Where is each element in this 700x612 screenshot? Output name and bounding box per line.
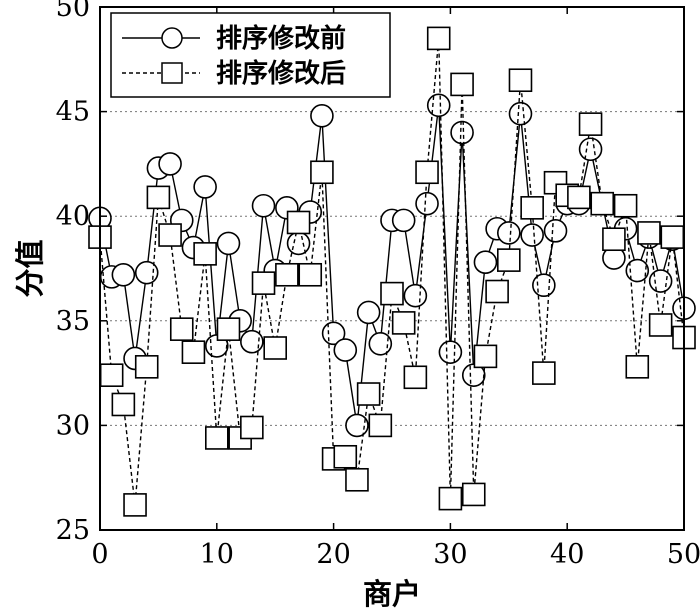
series-before [88, 93, 696, 438]
data-point-square [508, 68, 533, 93]
data-point-square [496, 248, 521, 272]
legend-marker-square [161, 62, 183, 84]
y-tick-label: 25 [56, 515, 90, 546]
y-axis-label: 分值 [13, 239, 47, 297]
data-point-circle [193, 175, 217, 199]
data-point-square [251, 271, 276, 295]
data-point-square [158, 223, 182, 247]
data-point-square [356, 382, 381, 406]
data-point-square [181, 340, 206, 364]
data-point-square [333, 444, 358, 469]
data-point-square [567, 185, 591, 210]
data-point-circle [111, 262, 136, 287]
data-point-circle [426, 93, 451, 118]
data-point-circle [578, 137, 603, 162]
data-point-circle [345, 413, 369, 438]
data-point-circle [368, 332, 393, 356]
data-point-square [426, 26, 451, 51]
data-point-square [310, 160, 334, 185]
data-point-square [169, 317, 194, 341]
data-point-circle [648, 269, 673, 293]
data-point-circle [532, 273, 556, 298]
x-tick-label: 10 [200, 539, 234, 570]
legend-box [110, 12, 391, 98]
data-point-circle [240, 329, 264, 354]
data-point-circle [310, 103, 334, 128]
data-point-circle [473, 250, 498, 275]
data-point-circle [403, 283, 428, 308]
series-line [99, 38, 685, 505]
y-tick-label: 40 [56, 201, 90, 232]
data-point-square [298, 262, 323, 287]
data-point-square [134, 355, 159, 379]
data-point-square [240, 415, 264, 440]
legend-marker-circle [161, 27, 183, 49]
data-point-circle [438, 340, 463, 364]
data-point-circle [333, 338, 358, 362]
x-tick-label: 0 [91, 539, 108, 570]
data-point-square [415, 160, 439, 185]
legend: 排序修改前 排序修改后 [110, 12, 391, 98]
data-point-square [625, 355, 650, 379]
data-point-circle [251, 193, 276, 218]
data-point-square [146, 185, 171, 210]
y-tick-label: 45 [56, 97, 90, 128]
data-point-square [450, 72, 474, 97]
legend-label-after: 排序修改后 [216, 58, 346, 89]
data-point-circle [520, 223, 544, 247]
data-point-square [461, 482, 486, 507]
data-point-square [613, 193, 638, 218]
data-point-square [438, 486, 463, 511]
data-point-circle [356, 300, 381, 325]
data-point-circle [216, 231, 241, 256]
data-point-circle [158, 152, 182, 176]
data-point-square [485, 279, 509, 304]
legend-label-before: 排序修改前 [216, 23, 346, 54]
data-point-square [99, 363, 124, 387]
series-after [88, 26, 696, 517]
y-tick-label: 30 [56, 410, 90, 441]
data-point-circle [415, 191, 439, 216]
data-point-square [660, 225, 685, 249]
data-point-square [380, 281, 404, 306]
data-point-square [473, 344, 498, 369]
data-point-square [602, 227, 626, 252]
data-point-square [205, 426, 229, 450]
data-point-square [578, 112, 603, 136]
series-layer [88, 26, 696, 517]
data-point-square [403, 365, 428, 390]
y-tick-label: 50 [56, 0, 90, 23]
x-tick-label: 20 [316, 539, 350, 570]
data-point-square [275, 262, 299, 287]
data-point-circle [450, 120, 474, 145]
data-point-square [637, 221, 661, 245]
x-tick-label: 30 [433, 539, 467, 570]
data-point-square [590, 191, 615, 216]
plot-frame [99, 6, 685, 531]
data-point-square [391, 311, 416, 335]
data-point-square [532, 361, 556, 385]
data-point-square [648, 313, 673, 337]
data-point-circle [391, 208, 416, 233]
axis-ticks: 0 10 20 30 40 50 25 30 35 40 45 50 [56, 0, 700, 570]
data-point-square [520, 196, 544, 220]
data-point-square [216, 317, 241, 341]
data-point-square [111, 392, 136, 417]
data-point-square [368, 413, 393, 438]
x-tick-label: 50 [667, 539, 700, 570]
y-tick-label: 35 [56, 306, 90, 337]
data-point-square [123, 493, 147, 517]
data-point-square [263, 336, 288, 360]
data-point-circle [508, 101, 533, 126]
x-tick-label: 40 [550, 539, 584, 570]
data-point-circle [543, 219, 568, 243]
x-axis-label: 商户 [363, 577, 421, 611]
data-point-circle [496, 221, 521, 245]
data-point-square [286, 210, 311, 235]
data-point-circle [625, 258, 650, 283]
data-point-square [193, 242, 217, 266]
data-point-square [345, 467, 369, 492]
data-point-circle [286, 231, 311, 256]
